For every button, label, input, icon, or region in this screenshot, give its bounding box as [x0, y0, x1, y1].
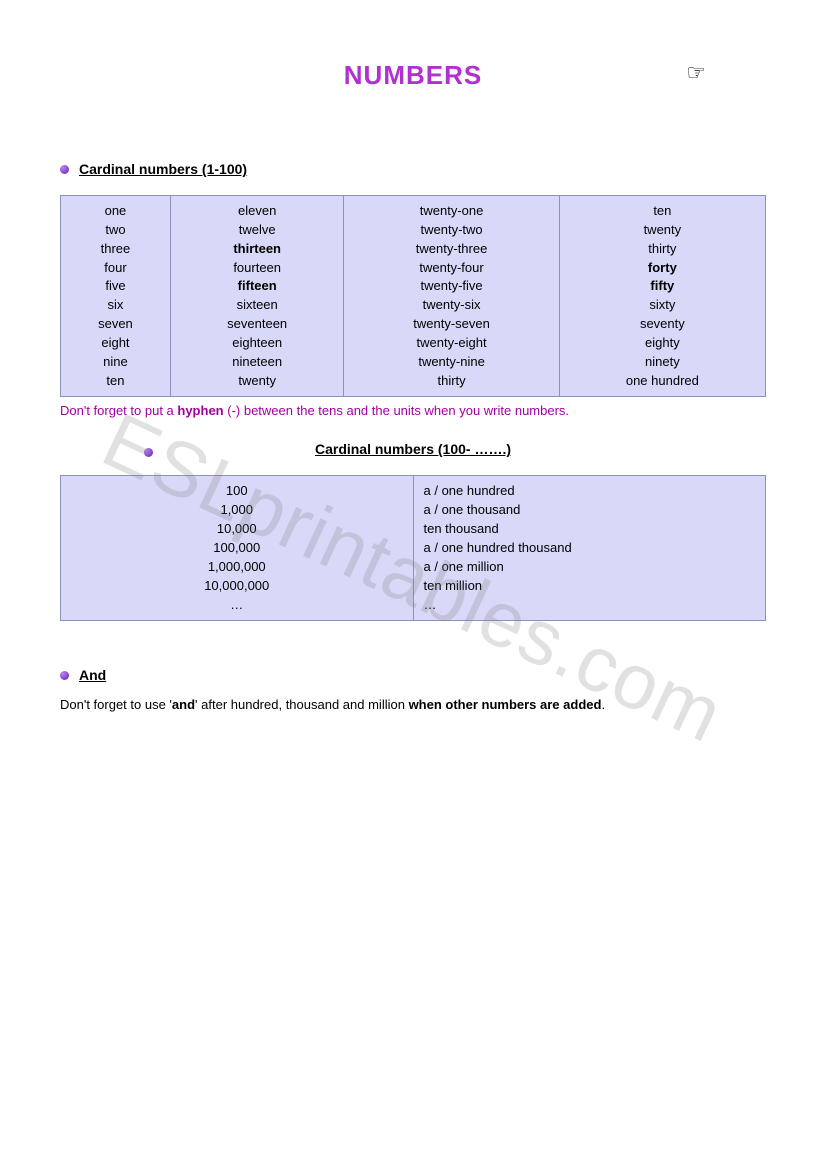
cardinal-1-100-table: onetwothreefourfivesixseveneightnineten …	[60, 195, 766, 397]
section1-heading-row: Cardinal numbers (1-100)	[60, 161, 766, 177]
cardinal-100plus-table: 1001,00010,000100,0001,000,00010,000,000…	[60, 475, 766, 621]
table-cell-col2: eleventwelvethirteenfourteenfifteensixte…	[170, 196, 344, 397]
hyphen-note: Don't forget to put a hyphen (-) between…	[60, 403, 766, 418]
bullet-icon	[60, 165, 69, 174]
title-row: NUMBERS ☞	[60, 60, 766, 91]
page-container: NUMBERS ☞ Cardinal numbers (1-100) onetw…	[0, 0, 826, 752]
and-explanation: Don't forget to use 'and' after hundred,…	[60, 697, 766, 712]
table-cell-col4: tentwentythirtyfortyfiftysixtyseventyeig…	[559, 196, 765, 397]
bullet-icon	[144, 448, 153, 457]
section3-heading-row: And	[60, 667, 766, 683]
section1-heading: Cardinal numbers (1-100)	[79, 161, 247, 177]
section3-heading: And	[79, 667, 106, 683]
and-text-mid: ' after hundred, thousand and million	[195, 697, 409, 712]
and-text-bold2: when other numbers are added	[409, 697, 602, 712]
section2-heading-wrap: Cardinal numbers (100- …….)	[60, 441, 766, 457]
and-text-pre: Don't forget to use '	[60, 697, 172, 712]
page-title: NUMBERS	[344, 60, 482, 90]
table-cell-col3: twenty-onetwenty-twotwenty-threetwenty-f…	[344, 196, 559, 397]
and-text-bold1: and	[172, 697, 195, 712]
note-text-post: (-) between the tens and the units when …	[224, 403, 569, 418]
table-cell-big-words: a / one hundreda / one thousandten thous…	[413, 476, 766, 621]
table-cell-col1: onetwothreefourfivesixseveneightnineten	[61, 196, 171, 397]
note-text-bold: hyphen	[177, 403, 223, 418]
note-text-pre: Don't forget to put a	[60, 403, 177, 418]
section2-heading: Cardinal numbers (100- …….)	[315, 441, 511, 457]
table-cell-big-numbers: 1001,00010,000100,0001,000,00010,000,000…	[61, 476, 414, 621]
pointing-hand-icon: ☞	[686, 60, 706, 86]
and-text-post: .	[601, 697, 605, 712]
bullet-icon	[60, 671, 69, 680]
